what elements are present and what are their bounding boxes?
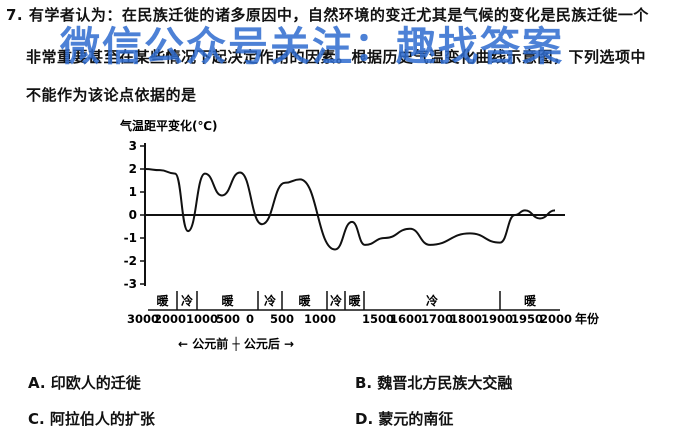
watermark-text: 微信公众号关注：趣找答案 <box>60 24 564 70</box>
chart-axes <box>144 143 565 311</box>
temperature-line <box>144 168 556 251</box>
period-label: 冷 <box>264 293 276 308</box>
period-label: 冷 <box>181 293 193 308</box>
x-tick-label: 500 <box>216 312 240 326</box>
y-tick-label: 2 <box>129 162 137 176</box>
y-tick-label: -3 <box>124 277 137 291</box>
x-tick-label: 1000 <box>186 312 218 326</box>
question-line-2: 非常重要甚至在某些情况下起决定作用的因素。根据历史气温变化曲线示意图，下列选项中 <box>26 48 647 66</box>
period-label: 暖 <box>156 293 169 308</box>
x-tick-label: 3000 <box>127 312 159 326</box>
option-c[interactable]: C. 阿拉伯人的扩张 <box>28 410 155 428</box>
question-line-1: 7. 有学者认为：在民族迁徙的诸多原因中，自然环境的变迁尤其是气候的变化是民族迁… <box>6 6 649 24</box>
x-tick-label: 1950 <box>511 312 543 326</box>
x-tick-label: 2000 <box>540 312 572 326</box>
period-label: 冷 <box>426 293 438 308</box>
y-tick-label: 0 <box>129 208 137 222</box>
x-tick-label: 1700 <box>421 312 453 326</box>
y-axis-label: 气温距平变化(℃) <box>119 118 218 133</box>
option-d[interactable]: D. 蒙元的南征 <box>355 410 454 428</box>
period-label: 暖 <box>298 293 311 308</box>
era-note: ← 公元前 ┼ 公元后 → <box>178 336 294 351</box>
temperature-curve <box>144 168 556 251</box>
x-tick-label: 500 <box>270 312 294 326</box>
x-tick-label: 1000 <box>304 312 336 326</box>
y-tick-label: 1 <box>129 185 137 199</box>
x-tick-label: 1500 <box>362 312 394 326</box>
option-b[interactable]: B. 魏晋北方民族大交融 <box>355 374 513 392</box>
x-axis-unit: 年份 <box>575 311 600 326</box>
y-tick-label: -2 <box>124 254 137 268</box>
x-tick-label: 1800 <box>450 312 482 326</box>
x-tick-label: 1600 <box>390 312 422 326</box>
y-tick-label: -1 <box>124 231 137 245</box>
period-labels: 暖冷暖冷暖冷暖冷暖 <box>156 291 537 310</box>
x-tick-label: 1900 <box>481 312 513 326</box>
period-label: 暖 <box>524 293 537 308</box>
option-a[interactable]: A. 印欧人的迁徙 <box>28 374 141 392</box>
period-label: 冷 <box>330 293 342 308</box>
x-tick-label: 2000 <box>154 312 186 326</box>
y-tick-label: 3 <box>129 139 137 153</box>
x-tick-label: 0 <box>246 312 254 326</box>
period-label: 暖 <box>221 293 234 308</box>
period-label: 暖 <box>348 293 361 308</box>
question-line-3: 不能作为该论点依据的是 <box>26 86 197 104</box>
